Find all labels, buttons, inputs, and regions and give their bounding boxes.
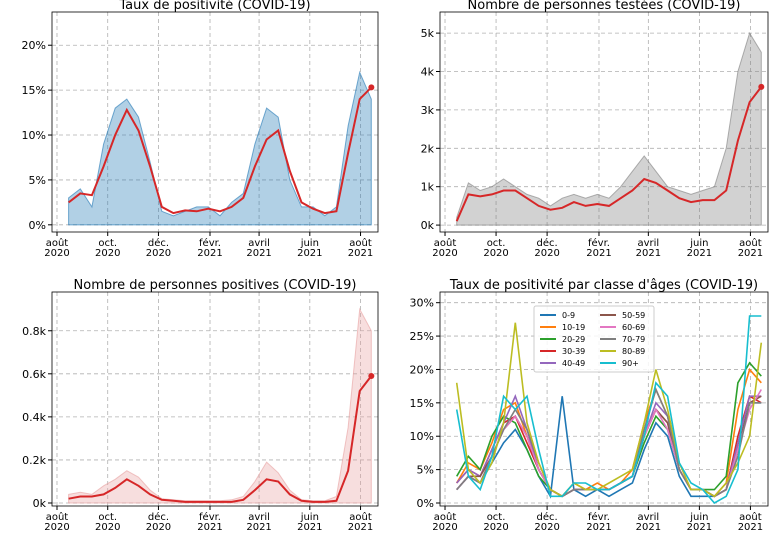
axes-frame	[439, 11, 769, 233]
legend-label: 70-79	[622, 335, 645, 344]
x-tick-label: oct. 2020	[483, 238, 508, 259]
line	[67, 86, 373, 215]
x-tick-label: oct. 2020	[483, 512, 508, 533]
legend-label: 30-39	[562, 347, 585, 356]
end-point	[368, 372, 375, 379]
x-tick-label: déc. 2020	[146, 237, 171, 259]
y-tick-label: 20%	[22, 39, 46, 52]
x-tick-label: févr. 2021	[197, 511, 222, 533]
x-tick-label: août 2021	[738, 237, 763, 259]
legend-label: 60-69	[622, 323, 645, 332]
x-tick-label: févr. 2021	[586, 511, 611, 533]
panel: Nombre de personnes positives (COVID-19)…	[22, 278, 379, 533]
x-tick-label: févr. 2021	[586, 237, 611, 259]
x-tick-label: déc. 2020	[534, 511, 559, 533]
y-tick-label: 5%	[417, 464, 434, 477]
y-tick-label: 0.4k	[22, 411, 46, 424]
area	[68, 70, 372, 226]
end-point	[758, 83, 765, 90]
legend-label: 90+	[622, 359, 639, 368]
y-tick-label: 10%	[22, 129, 46, 142]
x-tick-label: déc. 2020	[146, 511, 171, 533]
chart-title: Nombre de personnes positives (COVID-19)	[74, 278, 357, 293]
x-tick-label: déc. 2020	[534, 237, 559, 259]
end-point	[368, 84, 375, 91]
x-tick-label: févr. 2021	[197, 237, 222, 259]
legend-label: 50-59	[622, 311, 645, 320]
panel: Taux de positivité (COVID-19) 0% 5% 10% 15% 2…	[22, 0, 379, 259]
line	[455, 315, 762, 505]
y-tick-label: 10%	[410, 430, 434, 443]
y-tick-label: 1k	[421, 181, 435, 194]
y-tick-label: 0%	[417, 497, 434, 510]
line	[455, 86, 763, 222]
y-tick-label: 5k	[421, 27, 435, 40]
x-tick-label: août 2020	[432, 237, 457, 259]
x-tick-label: août 2021	[348, 511, 373, 533]
x-tick-label: oct. 2020	[95, 238, 120, 259]
legend-label: 80-89	[622, 347, 645, 356]
area	[456, 31, 762, 226]
y-tick-label: 0%	[29, 219, 46, 232]
x-tick-label: août 2020	[44, 511, 69, 533]
x-tick-label: avril 2021	[246, 238, 271, 259]
y-tick-label: 4k	[421, 66, 435, 79]
x-tick-label: juin 2021	[297, 238, 322, 259]
y-tick-label: 0.2k	[22, 454, 46, 467]
y-tick-label: 15%	[410, 397, 434, 410]
y-tick-label: 0.8k	[22, 325, 46, 338]
axes-frame	[51, 11, 379, 233]
chart-title: Nombre de personnes testées (COVID-19)	[468, 0, 741, 13]
y-tick-label: 15%	[22, 84, 46, 97]
axes-frame	[439, 291, 769, 507]
y-tick-label: 25%	[410, 330, 434, 343]
x-tick-label: avril 2021	[246, 512, 271, 533]
x-tick-label: août 2021	[738, 511, 763, 533]
chart-title: Taux de positivité par classe d'âges (CO…	[449, 278, 758, 293]
legend-label: 10-19	[562, 323, 585, 332]
legend-label: 20-29	[562, 335, 585, 344]
y-tick-label: 5%	[29, 174, 46, 187]
line	[456, 396, 762, 499]
y-tick-label: 2k	[421, 142, 435, 155]
y-tick-label: 0.6k	[22, 368, 46, 381]
line	[455, 322, 763, 498]
y-tick-label: 0k	[33, 497, 47, 510]
x-tick-label: août 2020	[432, 511, 457, 533]
x-tick-label: juin 2021	[297, 512, 322, 533]
line	[68, 375, 373, 503]
x-tick-label: août 2021	[348, 237, 373, 259]
legend-label: 40-49	[562, 359, 585, 368]
y-tick-label: 3k	[421, 104, 435, 117]
area	[68, 307, 372, 504]
legend-label: 0-9	[562, 311, 575, 320]
chart-title: Taux de positivité (COVID-19)	[118, 0, 310, 13]
panel: Nombre de personnes testées (COVID-19) 0k…	[421, 0, 769, 259]
panel: Taux de positivité par classe d'âges (CO…	[410, 278, 769, 533]
x-tick-label: oct. 2020	[95, 512, 120, 533]
x-tick-label: août 2020	[44, 237, 69, 259]
x-tick-label: juin 2021	[687, 512, 712, 533]
x-tick-label: juin 2021	[687, 238, 712, 259]
axes-frame	[51, 291, 379, 507]
y-tick-label: 20%	[410, 363, 434, 376]
y-tick-label: 30%	[410, 297, 434, 310]
x-tick-label: avril 2021	[636, 512, 661, 533]
legend-box	[533, 305, 655, 373]
y-tick-label: 0k	[421, 219, 435, 232]
x-tick-label: avril 2021	[636, 238, 661, 259]
